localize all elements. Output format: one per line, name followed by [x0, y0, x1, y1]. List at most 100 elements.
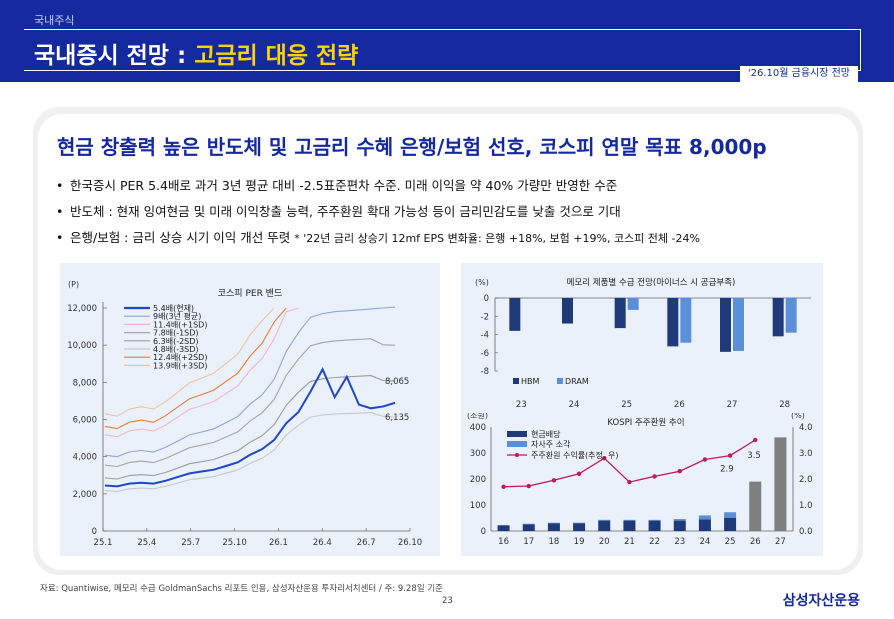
yield-point	[602, 456, 607, 461]
legend-label: 5.4배(현재)	[153, 304, 194, 313]
series-line-0	[104, 367, 396, 488]
x-tick-label: 18	[549, 537, 560, 547]
memory-supply-chart: 메모리 제품별 수급 전망(마이너스 시 공급부족) (%) 0 -2 -4 -6 -8 23…	[475, 277, 811, 410]
bar-buyback	[573, 522, 586, 524]
y2-tick-label: 2.0	[799, 475, 813, 485]
header-bar: 국내주식 국내증시 전망 : 고금리 대응 전략 '26.10월 금융시장 전망	[0, 0, 894, 82]
series-line-3	[104, 338, 396, 468]
yield-point	[702, 457, 708, 462]
chart-title: KOSPI 주주환원 추이	[607, 417, 684, 428]
x-tick-label: 25	[725, 537, 736, 547]
x-tick-label: 27	[727, 400, 738, 410]
date-badge: '26.10월 금융시장 전망	[739, 66, 858, 82]
bar-hbm	[509, 298, 521, 331]
y-tick-label: 200	[470, 475, 486, 485]
bullet-text: 반도체 : 현재 잉여현금 및 미래 이익창출 능력, 주주환원 확대 가능성 …	[70, 204, 621, 219]
y2-tick-label: 1.0	[799, 501, 813, 511]
y-tick-label: -2	[481, 312, 489, 322]
bar-hbm	[614, 298, 626, 329]
y-tick-label: 400	[470, 423, 486, 433]
bullet-text: 한국증시 PER 5.4배로 과거 3년 평균 대비 -2.5표준편차 수준. …	[70, 178, 618, 193]
yield-point	[753, 437, 758, 443]
headline: 현금 창출력 높은 반도체 및 고금리 수혜 은행/보험 선호, 코스피 연말 …	[57, 135, 767, 159]
bar-cash-dividend	[698, 519, 711, 531]
bar-cash-dividend	[547, 523, 560, 531]
chart-title: 코스피 PER 밴드	[218, 288, 283, 299]
x-tick-label: 27	[775, 537, 786, 547]
bullet-item: • 은행/보험 : 금리 상승 시기 이익 개선 뚜렷 * '22년 금리 상승기…	[56, 227, 700, 253]
annotation-label: 6,135	[385, 413, 409, 423]
y-tick-label: 300	[470, 449, 486, 459]
shareholder-chart-box: KOSPI 주주환원 추이 (조원) (%) 0 100 200 300 400 0.0 1.0 2…	[461, 411, 823, 556]
x-tick-label: 25	[621, 400, 632, 410]
per-band-chart-box: 코스피 PER 밴드 (P) 0 2,000 4,000 6,000 8,000 10,000…	[60, 263, 440, 556]
bar-buyback	[623, 519, 636, 521]
page-title: 국내증시 전망 : 고금리 대응 전략	[34, 36, 358, 70]
series-line-7	[104, 307, 275, 417]
bullet-item: • 한국증시 PER 5.4배로 과거 3년 평균 대비 -2.5표준편차 수준.…	[56, 175, 700, 201]
y-tick-label: 6,000	[73, 416, 97, 426]
yield-point	[727, 453, 733, 458]
yield-point	[526, 483, 531, 489]
legend-swatch-marker	[515, 453, 519, 457]
bar-hbm	[720, 298, 731, 352]
y-tick-label: 2,000	[73, 490, 97, 500]
bullet-dot-icon: •	[56, 178, 64, 193]
y2-tick-label: 0.0	[799, 527, 813, 537]
x-tick-label: 25.10	[222, 538, 246, 548]
shareholder-return-chart: KOSPI 주주환원 추이 (조원) (%) 0 100 200 300 400 0.0 1.0 2…	[467, 411, 813, 547]
y-axis-unit: (P)	[68, 280, 79, 289]
legend-label: 자사주 소각	[531, 439, 571, 449]
bar-cash-dividend	[724, 518, 737, 531]
bar-cash-dividend	[598, 520, 611, 531]
x-tick-label: 22	[649, 537, 660, 547]
y-axis-unit: (%)	[475, 278, 489, 287]
x-tick-label: 20	[599, 537, 610, 547]
x-tick-label: 26	[750, 537, 761, 547]
legend-label: DRAM	[565, 377, 589, 386]
bar-buyback	[698, 515, 711, 520]
bar-dram	[785, 298, 797, 333]
bar-cash-dividend	[573, 523, 586, 531]
brand-logo: 삼성자산운용	[782, 593, 860, 609]
per-band-chart: 코스피 PER 밴드 (P) 0 2,000 4,000 6,000 8,000 10,000…	[67, 280, 422, 548]
legend-label: 4.8배(-3SD)	[153, 345, 199, 354]
legend-label: 주주환원 수익률(추정, 우)	[531, 450, 618, 460]
legend-label: 7.8배(-1SD)	[153, 329, 199, 338]
bar-buyback	[522, 523, 535, 525]
title-highlight: 고금리 대응 전략	[194, 43, 359, 69]
bar-buyback	[673, 519, 686, 521]
x-tick-label: 25.7	[181, 538, 200, 548]
series-line-2	[104, 307, 299, 438]
y2-tick-label: 4.0	[799, 423, 813, 433]
y-tick-label: 10,000	[67, 341, 97, 351]
bar-hbm	[772, 298, 784, 337]
x-tick-label: 25.4	[137, 538, 156, 548]
x-tick-label: 16	[498, 537, 509, 547]
legend-label: 6.3배(-2SD)	[153, 337, 199, 346]
bar-hbm	[667, 298, 679, 347]
bullet-item: • 반도체 : 현재 잉여현금 및 미래 이익창출 능력, 주주환원 확대 가능성…	[56, 201, 700, 227]
bar-cash-dividend	[623, 520, 636, 531]
yield-point	[576, 471, 582, 476]
memory-chart-box: 메모리 제품별 수급 전망(마이너스 시 공급부족) (%) 0 -2 -4 -6 -8 23…	[461, 263, 823, 413]
y-tick-label: 100	[470, 501, 486, 511]
y-tick-label: 12,000	[67, 304, 97, 314]
annotation-label: 8,065	[385, 377, 409, 387]
legend-label: 12.4배(+2SD)	[153, 353, 207, 362]
legend-swatch	[513, 378, 519, 384]
page-number: 23	[442, 596, 453, 606]
source-note: 자료: Quantiwise, 메모리 수급 GoldmanSachs 리포트 …	[40, 584, 443, 594]
x-tick-label: 26.4	[313, 538, 332, 548]
bullet-note: * '22년 금리 상승기 12mf EPS 변화율: 은행 +18%, 보험 …	[294, 232, 700, 245]
y-tick-label: 8,000	[73, 378, 97, 388]
y-tick-label: 4,000	[73, 453, 97, 463]
bar-hbm	[562, 298, 573, 324]
yield-point	[501, 484, 506, 489]
bar-buyback	[648, 519, 661, 521]
legend-label: 현금배당	[531, 429, 561, 439]
x-tick-label: 26.7	[357, 538, 376, 548]
x-tick-label: 23	[516, 400, 527, 410]
chart-title: 메모리 제품별 수급 전망(마이너스 시 공급부족)	[567, 277, 736, 288]
legend-swatch	[557, 378, 563, 384]
